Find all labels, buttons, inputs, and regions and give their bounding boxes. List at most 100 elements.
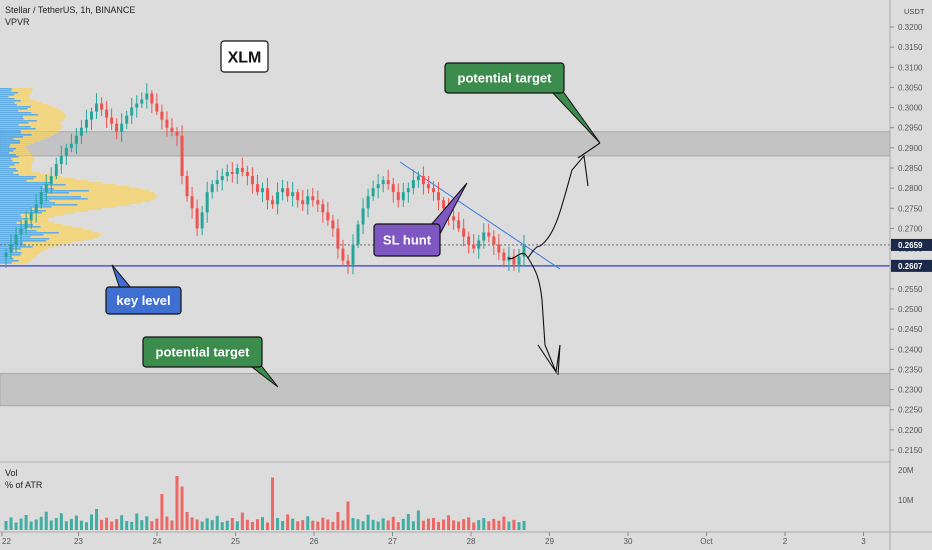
candle[interactable]: [165, 111, 169, 137]
candle[interactable]: [431, 181, 435, 201]
candle[interactable]: [89, 107, 93, 131]
candle[interactable]: [195, 199, 199, 236]
candle[interactable]: [276, 182, 280, 215]
candle[interactable]: [281, 179, 285, 201]
candle[interactable]: [426, 175, 430, 194]
candle[interactable]: [170, 118, 174, 137]
candle[interactable]: [462, 218, 466, 247]
candle[interactable]: [120, 113, 124, 143]
candle[interactable]: [487, 223, 491, 243]
candle[interactable]: [457, 212, 461, 232]
candle[interactable]: [497, 234, 501, 260]
candle[interactable]: [145, 83, 149, 109]
candle[interactable]: [291, 181, 295, 207]
candle[interactable]: [69, 133, 73, 153]
candle[interactable]: [175, 126, 179, 146]
candle[interactable]: [301, 190, 305, 211]
candle[interactable]: [346, 254, 350, 274]
candle[interactable]: [321, 199, 325, 223]
candle[interactable]: [200, 206, 204, 236]
candle[interactable]: [467, 231, 471, 254]
candle[interactable]: [125, 110, 129, 130]
candle[interactable]: [210, 180, 214, 199]
candle[interactable]: [361, 198, 365, 235]
candle[interactable]: [381, 176, 385, 193]
candle[interactable]: [9, 234, 13, 260]
candle[interactable]: [477, 234, 481, 259]
candle[interactable]: [230, 162, 234, 183]
candle[interactable]: [326, 201, 330, 226]
candle[interactable]: [331, 214, 335, 237]
candle[interactable]: [411, 169, 415, 195]
candle[interactable]: [356, 220, 360, 248]
candle[interactable]: [255, 174, 259, 196]
candle[interactable]: [110, 108, 114, 131]
candle[interactable]: [95, 93, 99, 120]
candle[interactable]: [135, 95, 139, 118]
candle[interactable]: [316, 190, 320, 212]
candle[interactable]: [421, 166, 425, 195]
candle[interactable]: [311, 187, 315, 207]
candle[interactable]: [155, 93, 159, 115]
candle[interactable]: [54, 157, 58, 180]
candle[interactable]: [24, 210, 28, 234]
candle[interactable]: [84, 109, 88, 134]
candle[interactable]: [482, 223, 486, 249]
candle[interactable]: [245, 165, 249, 186]
candle[interactable]: [271, 195, 275, 209]
projection-down-path[interactable]: [527, 257, 561, 376]
candle[interactable]: [74, 128, 78, 154]
candle[interactable]: [180, 125, 184, 185]
candle[interactable]: [386, 169, 390, 190]
candle[interactable]: [225, 164, 229, 182]
candle[interactable]: [260, 182, 264, 202]
potential-target-top-callout[interactable]: potential target: [444, 62, 601, 144]
candle[interactable]: [492, 230, 496, 255]
candle[interactable]: [44, 174, 48, 202]
candle[interactable]: [376, 174, 380, 199]
candle[interactable]: [502, 248, 506, 268]
candle[interactable]: [416, 171, 420, 188]
candle[interactable]: [220, 168, 224, 191]
volume-label[interactable]: Vol: [5, 468, 18, 478]
potential-target-bottom-callout[interactable]: potential target: [142, 336, 279, 388]
candle[interactable]: [190, 186, 194, 219]
candle[interactable]: [371, 180, 375, 201]
candle[interactable]: [401, 182, 405, 207]
candle[interactable]: [185, 170, 189, 202]
candle[interactable]: [160, 104, 164, 130]
candle[interactable]: [250, 167, 254, 194]
candle[interactable]: [64, 143, 68, 165]
candle[interactable]: [39, 186, 43, 209]
candle[interactable]: [396, 183, 400, 208]
candle[interactable]: [140, 92, 144, 108]
key-level-callout[interactable]: key level: [105, 264, 182, 315]
candle[interactable]: [472, 234, 476, 254]
candle[interactable]: [351, 234, 355, 275]
candle[interactable]: [306, 189, 310, 215]
candle[interactable]: [266, 177, 270, 210]
candle[interactable]: [366, 188, 370, 218]
candle[interactable]: [4, 249, 8, 268]
candle[interactable]: [512, 249, 516, 271]
candle[interactable]: [215, 170, 219, 192]
candle[interactable]: [14, 227, 18, 253]
symbol-title[interactable]: Stellar / TetherUS, 1h, BINANCE: [5, 5, 136, 15]
candle[interactable]: [19, 220, 23, 245]
sl-hunt-callout[interactable]: SL hunt: [373, 182, 468, 257]
candle[interactable]: [235, 163, 239, 185]
candle[interactable]: [49, 167, 53, 194]
candle[interactable]: [150, 90, 154, 114]
candle[interactable]: [34, 193, 38, 223]
candle[interactable]: [240, 157, 244, 177]
candle[interactable]: [79, 120, 83, 145]
candle[interactable]: [296, 188, 300, 208]
candle[interactable]: [29, 207, 33, 229]
candle[interactable]: [522, 234, 526, 267]
candle[interactable]: [452, 209, 456, 230]
candle[interactable]: [517, 248, 521, 273]
candle[interactable]: [59, 145, 63, 174]
candle[interactable]: [130, 97, 134, 125]
candle[interactable]: [115, 118, 119, 140]
